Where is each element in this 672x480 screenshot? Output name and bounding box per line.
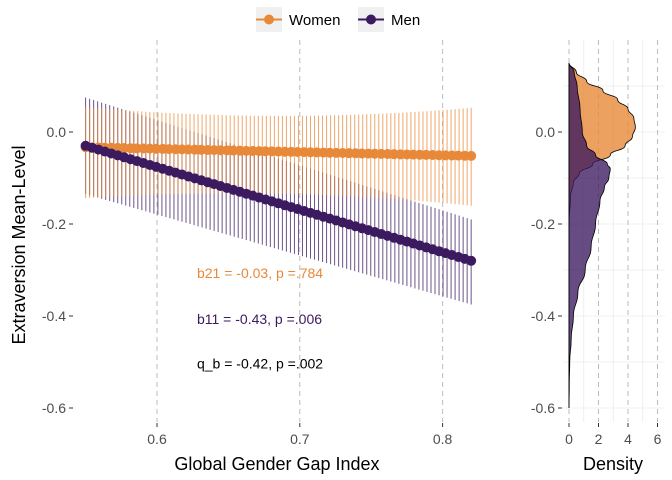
legend-key-men-dot: [366, 14, 376, 25]
x-tick-label: 0.8: [433, 431, 453, 447]
y-tick-label: -0.6: [42, 400, 66, 416]
x-tick-label: 0.7: [290, 431, 310, 447]
stat-annotation-1: b11 = -0.43, p =.006: [197, 311, 322, 327]
main-panel: 0.0 -0.2 -0.4 -0.6 0.6 0.7 0.8 b21 = -0.03, p…: [9, 40, 477, 474]
fit-line-men: [80, 140, 477, 266]
density-x-tick-label: 6: [654, 431, 662, 447]
density-x-tick-label: 4: [624, 431, 632, 447]
stat-annotation-0: b21 = -0.03, p =.784: [197, 265, 323, 281]
main-y-ticks: 0.0 -0.2 -0.4 -0.6: [42, 124, 73, 416]
density-x-ticks: 0 2 4 6: [565, 423, 662, 447]
y-tick-label: -0.2: [42, 216, 66, 232]
density-x-axis-title: Density: [583, 454, 643, 474]
legend-label-women: Women: [289, 12, 340, 29]
legend-key-women-dot: [264, 14, 274, 25]
legend: Women Men: [256, 7, 420, 32]
density-y-tick-label: -0.6: [531, 400, 555, 416]
y-tick-label: 0.0: [47, 124, 67, 140]
main-x-ticks: 0.6 0.7 0.8: [147, 423, 453, 447]
density-y-tick-label: -0.4: [531, 308, 555, 324]
density-x-tick-label: 0: [565, 431, 573, 447]
fit-line-women: [80, 142, 477, 161]
main-y-axis-title: Extraversion Mean-Level: [9, 145, 29, 344]
density-y-tick-label: -0.2: [531, 216, 555, 232]
density-panel: 0.0 -0.2 -0.4 -0.6 0 2 4 6 Density: [531, 40, 665, 474]
density-y-tick-label: 0.0: [536, 124, 556, 140]
density-areas: [568, 62, 636, 409]
main-fit-lines: [80, 140, 477, 266]
main-annotations: b21 = -0.03, p =.784 b11 = -0.43, p =.006…: [197, 265, 323, 371]
y-tick-label: -0.4: [42, 308, 66, 324]
density-area-men: [568, 62, 611, 409]
main-x-axis-title: Global Gender Gap Index: [174, 454, 379, 474]
density-y-ticks: 0.0 -0.2 -0.4 -0.6: [531, 124, 562, 416]
fit-point: [466, 255, 477, 266]
density-x-tick-label: 2: [595, 431, 603, 447]
fit-point: [466, 150, 477, 161]
legend-label-men: Men: [391, 12, 420, 29]
stat-annotation-2: q_b = -0.42, p =.002: [197, 355, 323, 371]
x-tick-label: 0.6: [147, 431, 167, 447]
